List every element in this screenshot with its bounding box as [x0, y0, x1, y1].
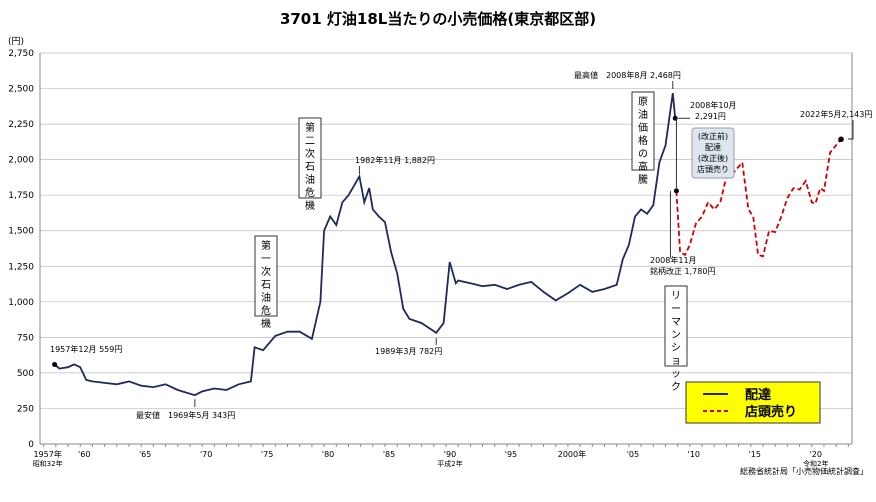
legend-label-delivery: 配達 — [745, 387, 771, 403]
point-start — [52, 362, 58, 368]
chart-title: 3701 灯油18L当たりの小売価格(東京都区部) — [280, 10, 596, 28]
annotation-peak82: 1982年11月 1,882円 — [355, 155, 435, 165]
annotation-oil1-char: 危 — [261, 305, 271, 317]
annotation-max: 最高値 2008年8月 2,468円 — [574, 70, 681, 80]
annotation-oil2-char: 石 — [305, 162, 315, 173]
annotation-nov08b: 銘柄改正 1,780円 — [650, 266, 715, 276]
annotation-lehman-frame — [664, 285, 688, 367]
annotation-lehman-char: マ — [671, 317, 681, 328]
y-tick-label: 2,500 — [8, 85, 34, 95]
annotation-oil2-char: 油 — [305, 173, 315, 186]
annotation-lehman-char: リ — [671, 291, 681, 302]
annotation-oil2-char: 危 — [305, 187, 315, 199]
x-tick-label: '90 — [444, 450, 456, 459]
x-tick-label: '65 — [139, 450, 151, 459]
annotation-box-line: 配達 — [705, 142, 721, 152]
x-tick-label: '15 — [749, 450, 761, 459]
annotation-lehman-char: ッ — [671, 369, 681, 380]
point-oct08 — [672, 115, 678, 121]
source-note: 総務省統計局「小売物価統計調査」 — [740, 466, 868, 476]
annotation-lehman-char: ョ — [671, 356, 681, 367]
annotation-crude-char: 価 — [638, 121, 648, 134]
annotation-box-line: (改正前) — [698, 131, 728, 141]
annotation-box-line: 店頭売り — [697, 164, 729, 174]
x-tick-label: 2000年 — [558, 449, 586, 459]
annotation-box-frame — [691, 127, 735, 179]
y-tick-label: 1,000 — [8, 298, 34, 308]
y-tick-label: 2,250 — [8, 120, 34, 130]
annotation-oil2-frame — [298, 117, 322, 199]
annotation-oil1-char: 一 — [261, 254, 271, 265]
annotation-crude-char: 油 — [638, 108, 648, 121]
annotation-nov08a: 2008年11月 — [650, 255, 697, 265]
legend: 配達 店頭売り — [685, 381, 821, 424]
x-tick-sublabel: 平成2年 — [437, 459, 462, 468]
x-tick-label: '05 — [627, 450, 639, 459]
annotation-crude-char: 格 — [638, 134, 648, 147]
annotation-start: 1957年12月 559円 — [50, 344, 122, 354]
x-tick-label: '95 — [505, 450, 517, 459]
annotation-lehman-char: ー — [671, 304, 681, 315]
annotation-oil1-char: 機 — [261, 317, 271, 330]
pointer-may22 — [848, 120, 854, 140]
annotation-oct08a: 2008年10月 — [690, 100, 737, 110]
annotation-box: (改正前)配達(改正後)店頭売り — [691, 127, 735, 179]
x-tick-label: '60 — [78, 450, 90, 459]
annotation-oil1-char: 石 — [261, 280, 271, 291]
y-tick-label: 2,000 — [8, 156, 34, 166]
annotation-lehman-char: ン — [671, 330, 681, 341]
annotation-oil1-char: 第 — [261, 239, 271, 252]
y-tick-label: 1,750 — [8, 191, 34, 201]
y-tick-label: 750 — [17, 333, 34, 343]
annotation-oil1-char: 油 — [261, 291, 271, 304]
annotation-min: 最安値 1969年5月 343円 — [136, 410, 235, 420]
annotation-oil2-char: 機 — [305, 199, 315, 212]
annotation-oil1-frame — [254, 235, 278, 317]
annotation-oil1-char: 次 — [261, 265, 271, 278]
annotation-crude-char: 高 — [638, 160, 648, 173]
x-tick-label: '20 — [810, 450, 822, 459]
series-line-0 — [54, 92, 677, 397]
y-tick-label: 1,250 — [8, 262, 34, 272]
annotation-oil2-char: 二 — [305, 136, 315, 147]
legend-label-store: 店頭売り — [745, 404, 797, 420]
annotation-crude-char: 原 — [638, 96, 648, 108]
y-tick-label: 2,750 — [8, 49, 34, 59]
annotation-crude-char: の — [638, 149, 648, 160]
x-tick-label: '10 — [688, 450, 700, 459]
point-may22 — [838, 136, 844, 143]
x-tick-label: 1957年 — [33, 449, 61, 459]
y-axis-label: (円) — [8, 36, 24, 47]
annotation-low89: 1989年3月 782円 — [375, 346, 442, 356]
annotation-lehman-char: シ — [671, 343, 681, 354]
x-tick-sublabel: 昭和32年 — [33, 459, 63, 468]
annotation-oct08b: 2,291円 — [695, 112, 726, 121]
series-line-1 — [675, 138, 842, 258]
x-tick-sublabel: 令和2年 — [803, 459, 828, 468]
annotation-oil2-char: 第 — [305, 121, 315, 134]
y-tick-label: 250 — [17, 404, 34, 414]
x-tick-label: '85 — [383, 450, 395, 459]
y-tick-label: 0 — [28, 440, 34, 450]
annotation-oil2-char: 次 — [305, 147, 315, 160]
y-tick-label: 500 — [17, 369, 34, 379]
x-tick-label: '70 — [200, 450, 212, 459]
y-tick-label: 1,500 — [8, 227, 34, 237]
annotation-may22: 2022年5月2,143円 — [800, 109, 872, 119]
annotation-lehman-char: ク — [671, 381, 681, 393]
x-tick-label: '80 — [322, 450, 334, 459]
x-tick-label: '75 — [261, 450, 273, 459]
annotation-box-line: (改正後) — [698, 153, 728, 163]
annotation-crude-char: 騰 — [638, 173, 648, 186]
annotation-crude-frame — [631, 91, 655, 171]
